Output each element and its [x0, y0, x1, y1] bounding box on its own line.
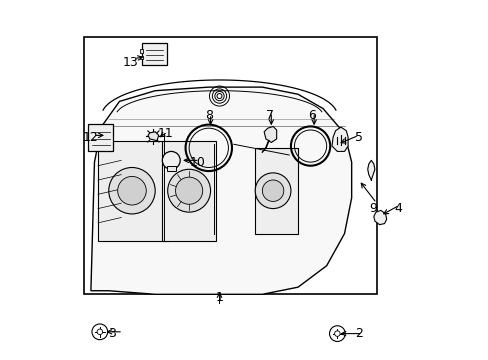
Text: 5: 5: [354, 131, 362, 144]
FancyBboxPatch shape: [98, 141, 169, 241]
Bar: [140, 56, 143, 59]
Text: 7: 7: [265, 109, 273, 122]
Circle shape: [262, 180, 283, 202]
FancyBboxPatch shape: [255, 148, 298, 234]
Circle shape: [334, 331, 340, 336]
Text: 12: 12: [83, 131, 99, 144]
Polygon shape: [264, 126, 276, 143]
PathPatch shape: [91, 87, 351, 294]
FancyBboxPatch shape: [162, 141, 216, 241]
Circle shape: [175, 177, 203, 204]
Polygon shape: [148, 132, 159, 141]
Polygon shape: [373, 210, 386, 225]
Bar: [140, 49, 143, 53]
Circle shape: [118, 176, 146, 205]
Circle shape: [329, 326, 345, 342]
Circle shape: [92, 324, 107, 340]
Circle shape: [255, 173, 290, 208]
Text: 13: 13: [122, 55, 138, 69]
Text: 10: 10: [190, 156, 205, 168]
Text: 11: 11: [158, 127, 173, 140]
Text: 9: 9: [368, 202, 376, 215]
Circle shape: [108, 167, 155, 214]
FancyBboxPatch shape: [88, 123, 113, 151]
Text: 2: 2: [354, 327, 362, 340]
Polygon shape: [367, 160, 374, 180]
Circle shape: [97, 329, 102, 334]
Circle shape: [162, 152, 180, 169]
Circle shape: [167, 169, 210, 212]
Text: 3: 3: [108, 327, 116, 340]
Text: 6: 6: [308, 109, 316, 122]
Text: 1: 1: [215, 291, 223, 305]
FancyBboxPatch shape: [142, 43, 166, 65]
Bar: [166, 166, 175, 171]
Text: 4: 4: [393, 202, 401, 215]
Polygon shape: [331, 127, 347, 152]
Bar: [83, 37, 376, 294]
Text: 8: 8: [204, 109, 212, 122]
